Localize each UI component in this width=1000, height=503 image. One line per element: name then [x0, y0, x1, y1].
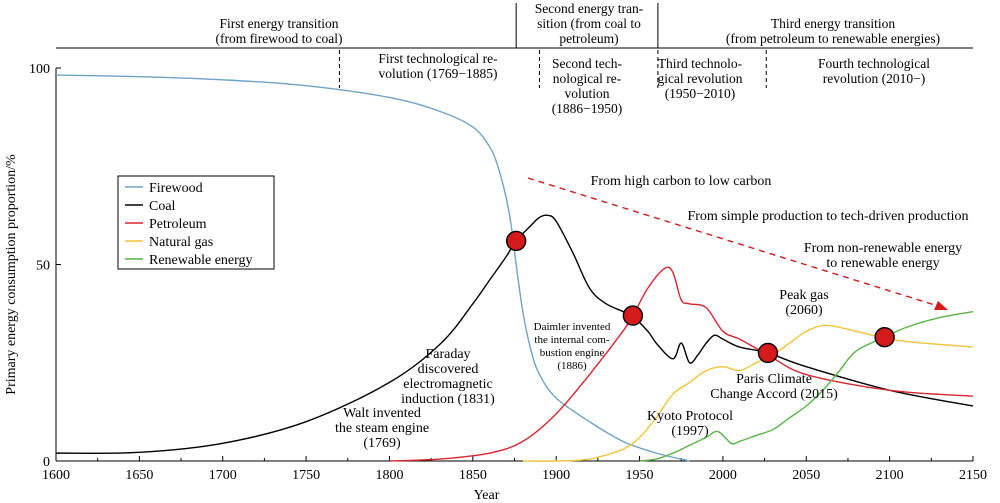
transition-label: Third energy transition (from petroleum t…	[726, 16, 940, 46]
revolution-label-line: (1950−2010)	[665, 86, 736, 101]
transition-label-line: petroleum)	[559, 31, 618, 46]
annotation-trend-renewable-line: to renewable energy	[826, 256, 939, 271]
x-tick-label: 2050	[792, 468, 820, 483]
annotation-kyoto: Kyoto Protocol (1997)	[647, 409, 733, 439]
transition-label-line: First energy transition	[220, 16, 339, 31]
annotation-paris-line: Change Accord (2015)	[710, 387, 838, 402]
transition-label-line: Third energy transition	[771, 16, 895, 31]
revolution-label-line: Second tech-	[552, 56, 623, 71]
legend-label: Petroleum	[149, 217, 207, 232]
transition-label: First energy transition (from firewood to…	[215, 16, 342, 46]
x-tick-label: 1700	[209, 468, 237, 483]
annotation-faraday-line: induction (1831)	[401, 392, 495, 407]
series-line-firewood	[55, 74, 690, 462]
annotation-faraday-line: electromagnetic	[403, 377, 492, 392]
transition-marker	[505, 230, 527, 252]
header-band: First energy transition (from firewood to…	[56, 1, 973, 116]
annotation-trend-carbon: From high carbon to low carbon	[591, 174, 772, 189]
x-tick-label: 1900	[542, 468, 570, 483]
annotation-walt-line: (1769)	[363, 436, 401, 451]
revolution-label-line: gical revolution	[657, 71, 742, 86]
annotation-paris: Paris Climate Change Accord (2015)	[710, 372, 838, 402]
annotation-walt-line: Walt invented	[343, 406, 421, 421]
legend-box	[117, 175, 275, 270]
annotation-faraday-line: Faraday	[425, 347, 470, 362]
transition-label-line: Second energy tran-	[535, 1, 644, 16]
x-tick-label: 1950	[626, 468, 654, 483]
annotation-walt-line: the steam engine	[335, 421, 429, 436]
annotation-walt: Walt invented the steam engine (1769)	[335, 406, 429, 451]
y-tick-label: 50	[36, 259, 50, 274]
revolution-label-line: volution (1769−1885)	[379, 66, 498, 81]
legend: Firewood Coal Petroleum Natural gas Renewabl…	[117, 175, 275, 270]
revolution-label-line: (1886−1950)	[552, 101, 623, 116]
transition-label-line: sition (from coal to	[537, 16, 641, 31]
legend-label: Coal	[149, 199, 176, 214]
revolution-label: First technological re-volution (1769−18…	[378, 51, 498, 81]
x-tick-label: 2100	[876, 468, 904, 483]
transition-marker	[757, 342, 779, 364]
legend-label: Renewable energy	[149, 253, 253, 268]
x-tick-label: 1650	[125, 468, 153, 483]
revolution-label: Fourth technological revolution (2010−)	[818, 56, 930, 86]
annotation-kyoto-line: (1997)	[671, 424, 709, 439]
trend-arrow-line	[527, 177, 939, 307]
transition-marker	[874, 327, 895, 348]
x-axis-label: Year	[474, 488, 500, 503]
legend-label: Natural gas	[149, 235, 213, 250]
annotation-trend-production: From simple production to tech-driven pr…	[687, 209, 968, 224]
axes: 1600 1650 1700 1750 1800 1850 1900 1950 2000 2050…	[4, 62, 987, 503]
annotation-daimler-line: the internal com-	[534, 334, 609, 346]
annotation-trend-carbon-line: From high carbon to low carbon	[591, 174, 772, 189]
series-line-coal	[55, 214, 974, 455]
annotation-peakgas-line: (2060)	[785, 303, 823, 318]
x-tick-label: 1750	[292, 468, 320, 483]
revolution-label: Second tech-nological re-volution (1886−1…	[552, 56, 623, 116]
annotation-daimler-line: Daimler invented	[534, 321, 611, 333]
annotation-faraday: Faraday discovered electromagnetic inductio…	[401, 347, 495, 407]
transition-label-line: (from firewood to coal)	[215, 31, 342, 46]
series-line-natural-gas	[522, 324, 974, 462]
revolution-label-line: First technological re-	[378, 51, 498, 66]
annotation-faraday-line: discovered	[418, 362, 479, 377]
revolution-label-line: revolution (2010−)	[823, 71, 925, 86]
y-axis-label: Primary energy consumption proportion/%	[4, 154, 19, 395]
legend-label: Firewood	[149, 181, 203, 196]
annotations: Walt invented the steam engine (1769)Farad…	[335, 174, 969, 451]
x-tick-label: 2150	[959, 468, 987, 483]
transition-label: Second energy tran-sition (from coal to p…	[535, 1, 644, 46]
annotation-trend-renewable-line: From non-renewable energy	[804, 241, 962, 256]
transition-label-line: (from petroleum to renewable energies)	[726, 31, 940, 46]
revolution-label: Third technolo-gical revolution (1950−201…	[657, 56, 742, 101]
annotation-daimler-line: bustion engine	[540, 347, 605, 359]
trend-arrow-head	[934, 301, 948, 310]
annotation-trend-production-line: From simple production to tech-driven pr…	[687, 209, 968, 224]
revolution-label-line: Fourth technological	[818, 56, 930, 71]
y-tick-label: 100	[29, 62, 50, 77]
annotation-peakgas-line: Peak gas	[779, 288, 828, 303]
x-tick-label: 2000	[709, 468, 737, 483]
transition-markers	[505, 230, 895, 364]
transition-marker	[622, 305, 644, 326]
annotation-peakgas: Peak gas (2060)	[779, 288, 828, 318]
revolution-label-line: nological re-	[553, 71, 622, 86]
x-tick-label: 1600	[42, 468, 70, 483]
revolution-label-line: volution	[564, 86, 609, 101]
annotation-trend-renewable: From non-renewable energy to renewable en…	[804, 241, 962, 271]
annotation-kyoto-line: Kyoto Protocol	[647, 409, 733, 424]
annotation-daimler-line: (1886)	[557, 360, 587, 372]
y-tick-label: 0	[43, 455, 50, 470]
annotation-paris-line: Paris Climate	[736, 372, 812, 387]
x-tick-label: 1850	[459, 468, 487, 483]
revolution-label-line: Third technolo-	[658, 56, 743, 71]
x-tick-label: 1800	[375, 468, 403, 483]
annotation-daimler: Daimler invented the internal com-bustion…	[534, 321, 611, 372]
